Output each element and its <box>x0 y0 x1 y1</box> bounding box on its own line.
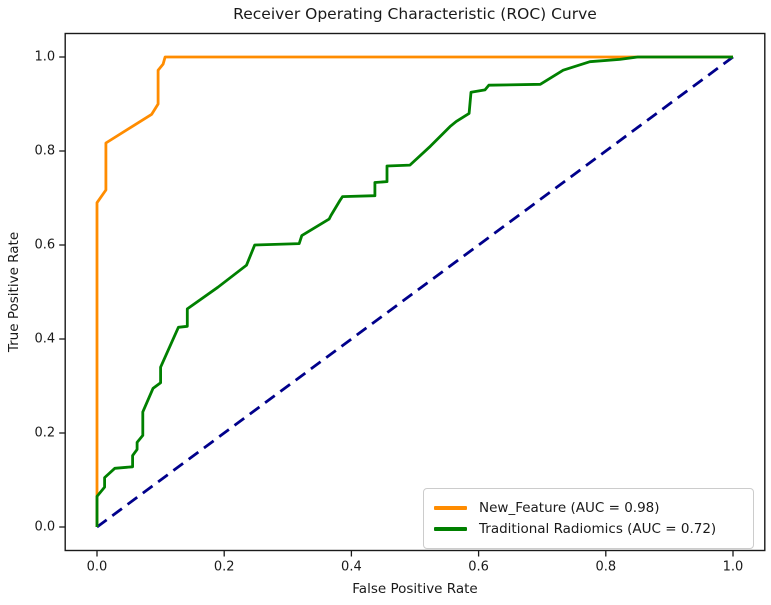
roc-curve-traditional-radiomics <box>95 55 733 527</box>
y-tick-label: 0.6 <box>35 238 56 253</box>
x-tick-label: 0.0 <box>87 559 108 574</box>
x-axis-label: False Positive Rate <box>352 581 478 597</box>
x-tick-label: 0.6 <box>468 559 489 574</box>
x-tick-label: 0.2 <box>214 559 235 574</box>
legend-item: Traditional Radiomics (AUC = 0.72) <box>434 521 745 537</box>
axes-frame <box>64 32 766 552</box>
y-tick-label: 0.0 <box>35 520 56 535</box>
chance-line <box>96 55 734 529</box>
legend-swatch-traditional-radiomics <box>434 527 467 531</box>
legend-label: New_Feature (AUC = 0.98) <box>479 500 660 516</box>
legend-swatch-new-feature <box>434 506 467 510</box>
y-tick-label: 1.0 <box>35 50 56 65</box>
y-tick-label: 0.4 <box>35 332 56 347</box>
legend-label: Traditional Radiomics (AUC = 0.72) <box>479 521 717 537</box>
x-tick-label: 1.0 <box>723 559 744 574</box>
x-tick-label: 0.8 <box>595 559 616 574</box>
roc-curve-new-feature <box>95 55 733 527</box>
chart-title: Receiver Operating Characteristic (ROC) … <box>233 5 597 23</box>
legend: New_Feature (AUC = 0.98) Traditional Rad… <box>423 488 754 549</box>
y-tick-label: 0.2 <box>35 426 56 441</box>
y-tick-label: 0.8 <box>35 144 56 159</box>
y-axis-label: True Positive Rate <box>6 231 22 353</box>
x-tick-label: 0.4 <box>341 559 362 574</box>
legend-item: New_Feature (AUC = 0.98) <box>434 500 745 516</box>
